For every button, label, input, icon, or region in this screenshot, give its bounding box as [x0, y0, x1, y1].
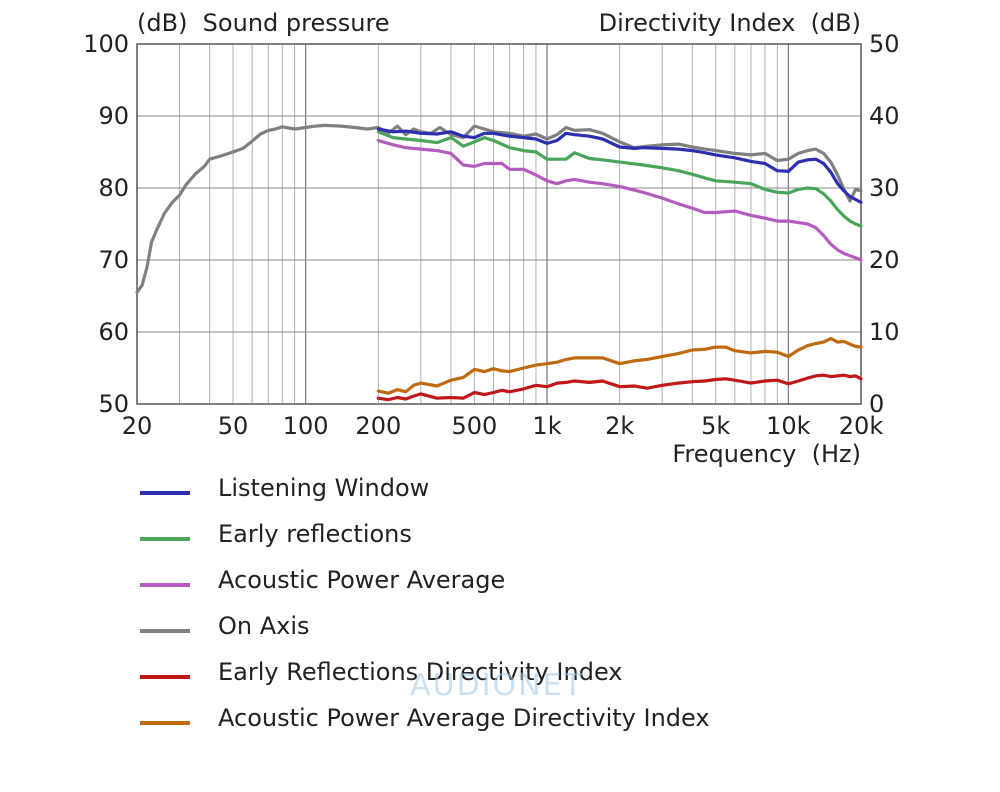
series-line-early-reflections-directivity-index [376, 373, 863, 402]
legend: Listening Window Early reflections Acousti… [140, 474, 710, 732]
legend-label: Early reflections [218, 520, 412, 548]
legend-label: Acoustic Power Average [218, 566, 505, 594]
series-line-on-axis [135, 123, 863, 294]
x-tick-label: 500 [451, 412, 497, 440]
series-lines [135, 123, 863, 402]
y-right-tick-label: 50 [869, 30, 900, 58]
x-tick-label: 5k [701, 412, 730, 440]
x-tick-label: 200 [355, 412, 401, 440]
y-left-tick-label: 80 [98, 174, 129, 202]
y-right-tick-label: 10 [869, 318, 900, 346]
x-tick-label: 1k [532, 412, 561, 440]
watermark-text: AUDIONET [410, 668, 584, 703]
y-left-tick-label: 100 [83, 30, 129, 58]
x-tick-label: 100 [283, 412, 329, 440]
legend-label: Early Reflections Directivity Index [218, 658, 623, 686]
x-tick-label: 20k [839, 412, 884, 440]
legend-label: Acoustic Power Average Directivity Index [218, 704, 710, 732]
y-left-tick-label: 90 [98, 102, 129, 130]
left-axis-label: (dB) Sound pressure [137, 9, 390, 37]
right-axis-label: Directivity Index (dB) [599, 9, 861, 37]
series-line-acoustic-power-average-directivity-index [376, 336, 863, 395]
x-tick-label: 20 [122, 412, 153, 440]
grid [137, 44, 861, 404]
x-axis-label: Frequency (Hz) [672, 440, 861, 468]
y-right-tick-label: 0 [869, 390, 884, 418]
legend-label: Listening Window [218, 474, 429, 502]
x-tick-label: 50 [218, 412, 249, 440]
tick-labels: 20 50 100 200 500 1k 2k 5k 10k 20k506070809010001… [83, 30, 899, 440]
y-right-tick-label: 20 [869, 246, 900, 274]
y-left-tick-label: 60 [98, 318, 129, 346]
plot-frame [136, 43, 862, 405]
y-right-tick-label: 40 [869, 102, 900, 130]
y-right-tick-label: 30 [869, 174, 900, 202]
series-line-early-reflections [376, 130, 863, 228]
series-line-listening-window [376, 127, 863, 204]
y-left-tick-label: 50 [98, 390, 129, 418]
y-left-tick-label: 70 [98, 246, 129, 274]
x-tick-label: 2k [605, 412, 634, 440]
legend-label: On Axis [218, 612, 310, 640]
x-tick-label: 10k [766, 412, 811, 440]
series-line-acoustic-power-average [376, 138, 863, 262]
